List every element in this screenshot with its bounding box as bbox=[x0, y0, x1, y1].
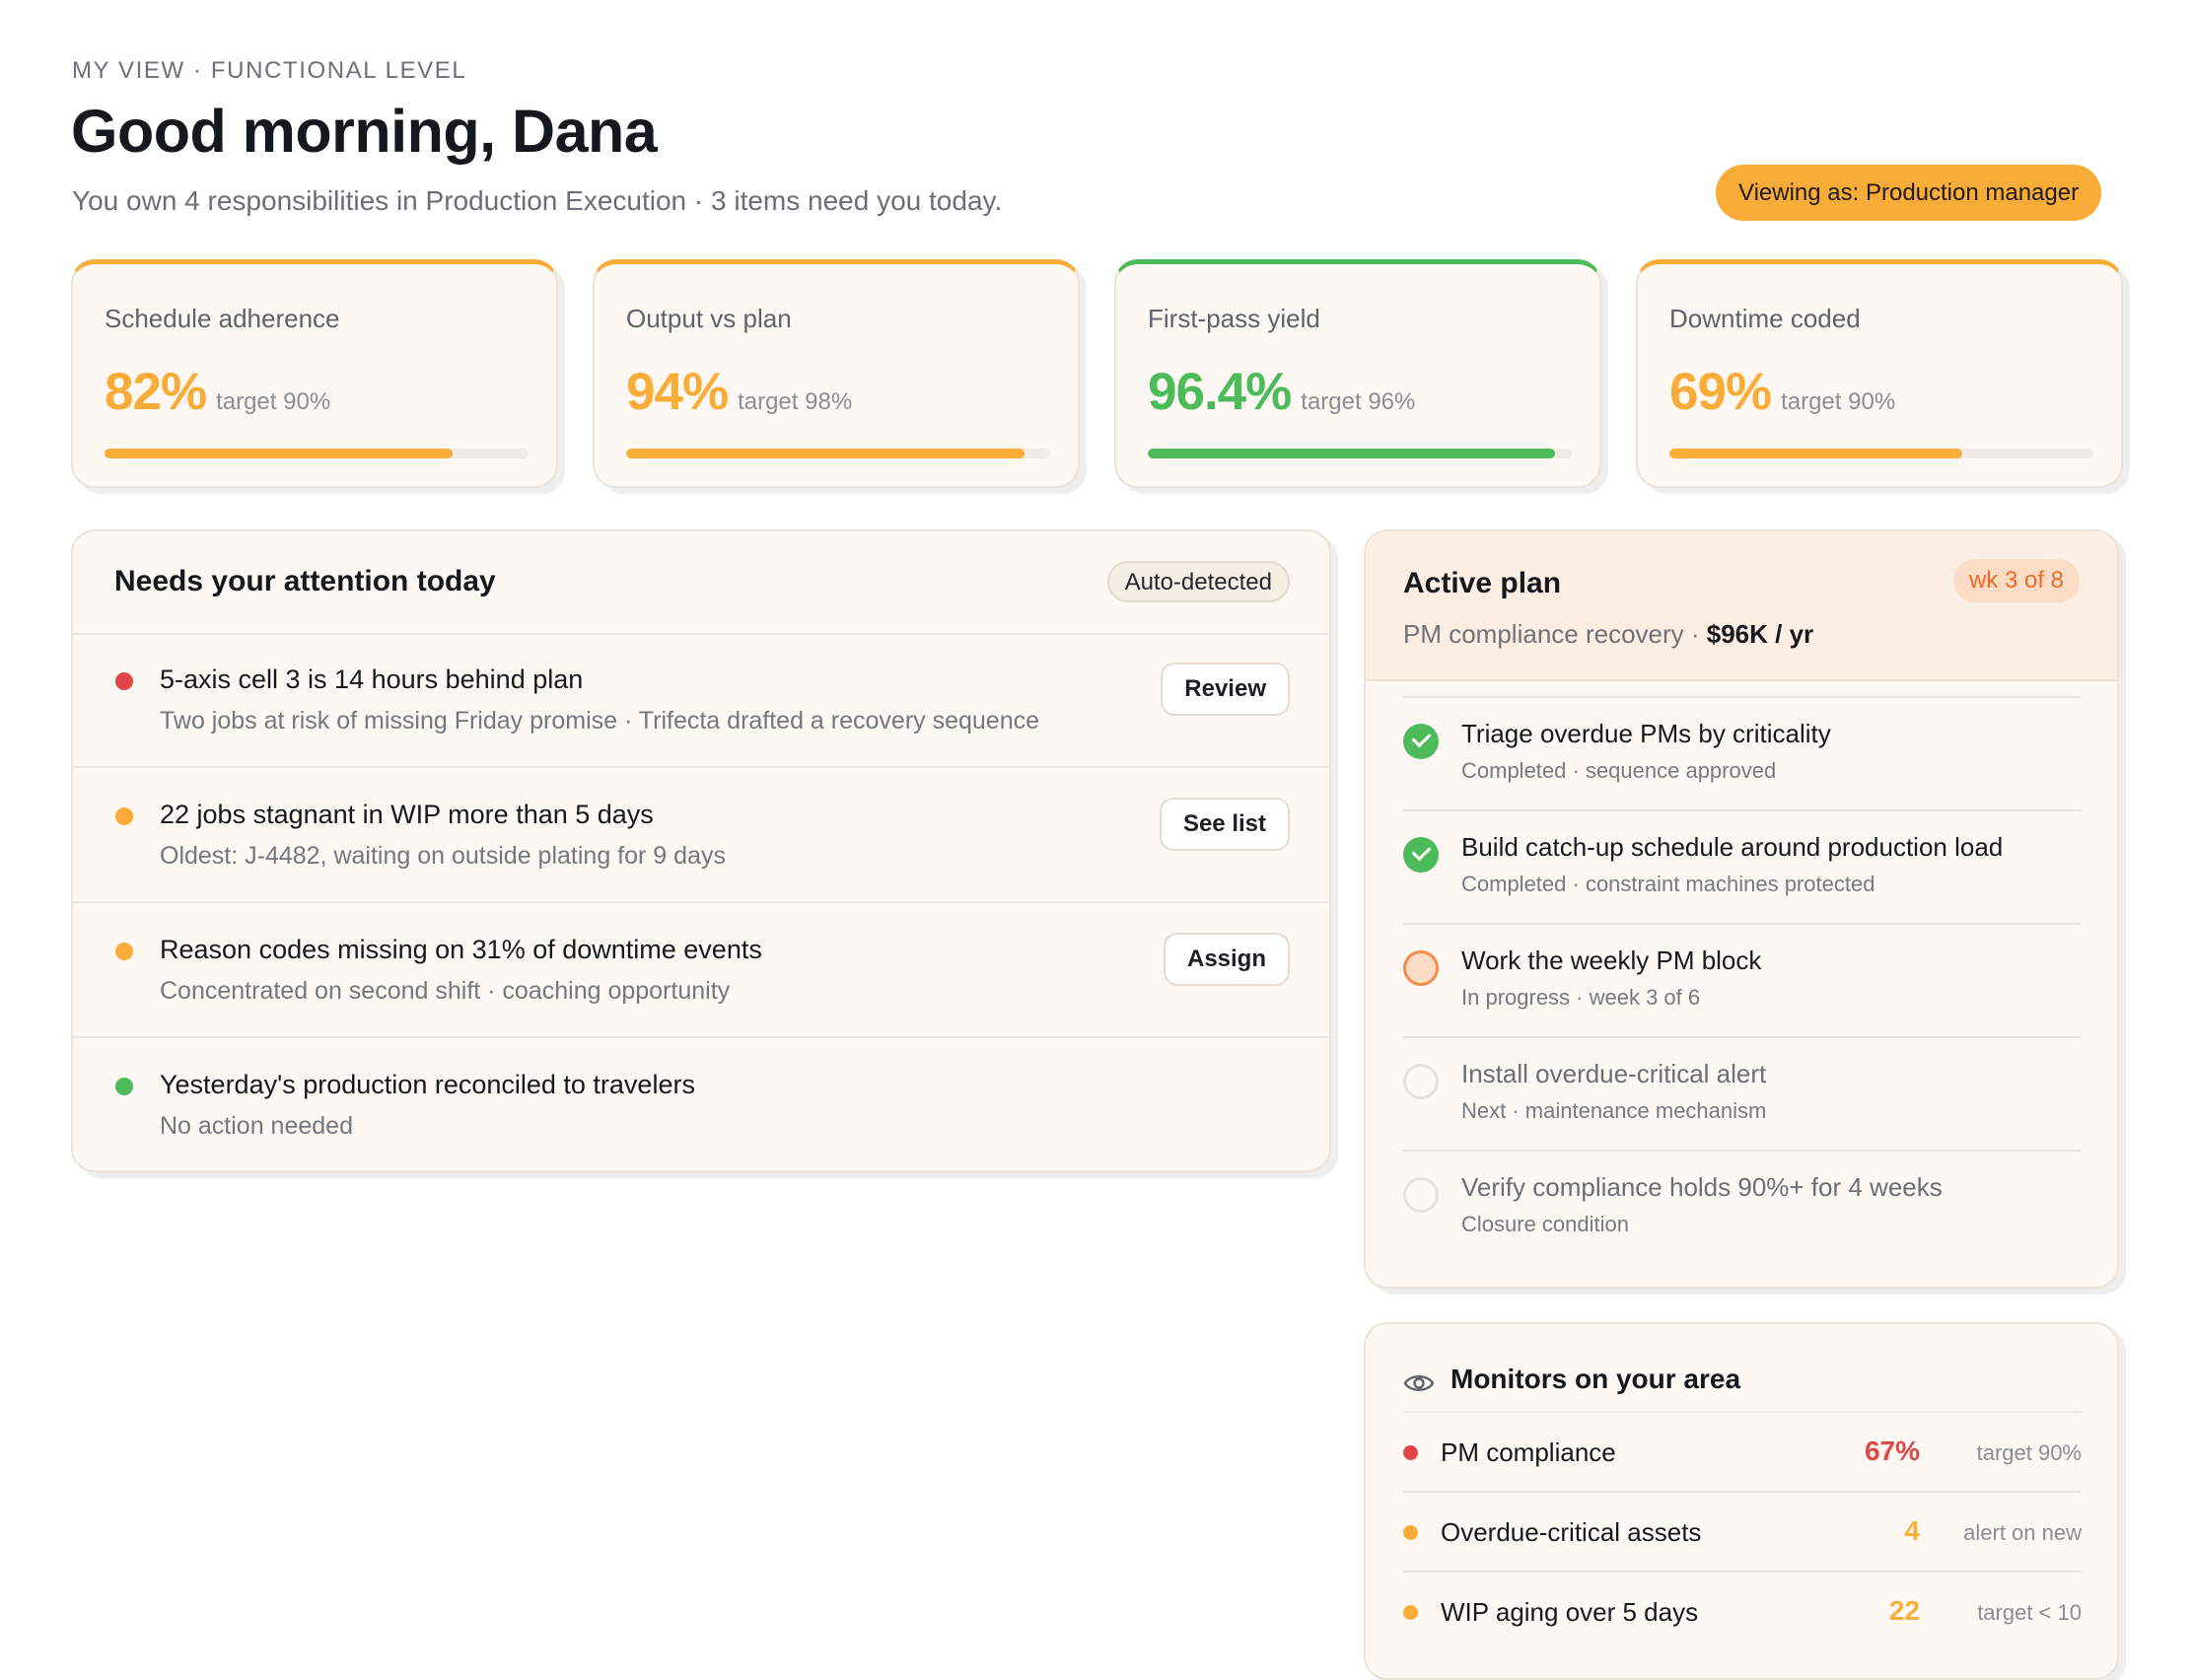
plan-title: Active plan bbox=[1403, 567, 1562, 599]
status-dot bbox=[115, 807, 133, 825]
kpi-label: Downtime coded bbox=[1669, 304, 1861, 333]
attention-item[interactable]: 5-axis cell 3 is 14 hours behind plan Tw… bbox=[73, 633, 1329, 768]
see-list-button[interactable]: See list bbox=[1159, 798, 1290, 851]
status-dot bbox=[115, 943, 133, 960]
plan-value: $96K / yr bbox=[1706, 619, 1814, 649]
attention-title: Needs your attention today bbox=[114, 565, 496, 597]
kpi-value: 69% target 90% bbox=[1669, 363, 1896, 421]
plan-step-title: Triage overdue PMs by criticality bbox=[1461, 719, 1831, 748]
kpi-card-output-vs-plan[interactable]: Output vs plan 94% target 98% bbox=[593, 259, 1080, 488]
attention-item-subtitle: No action needed bbox=[160, 1112, 353, 1140]
attention-item-subtitle: Oldest: J-4482, waiting on outside plati… bbox=[160, 842, 726, 870]
monitors-header: Monitors on your area bbox=[1403, 1364, 2082, 1413]
plan-step[interactable]: Verify compliance holds 90%+ for 4 weeks… bbox=[1403, 1150, 2082, 1263]
kpi-progress-bar bbox=[1669, 449, 2093, 458]
plan-step-subtitle: Completed · constraint machines protecte… bbox=[1461, 872, 1875, 896]
plan-step-title: Build catch-up schedule around productio… bbox=[1461, 832, 2004, 862]
empty-circle-icon bbox=[1403, 1177, 1439, 1213]
review-button[interactable]: Review bbox=[1161, 663, 1290, 716]
attention-panel: Needs your attention today Auto-detected… bbox=[71, 529, 1331, 1172]
kpi-target: target 96% bbox=[1301, 388, 1416, 415]
kpi-progress-bar bbox=[1148, 449, 1572, 458]
page-title: Good morning, Dana bbox=[71, 98, 658, 165]
monitor-target: target < 10 bbox=[1977, 1600, 2082, 1625]
status-dot bbox=[1403, 1605, 1418, 1620]
kpi-target: target 98% bbox=[738, 388, 853, 415]
status-dot bbox=[115, 1078, 133, 1095]
monitor-value: 22 bbox=[1888, 1595, 1920, 1626]
attention-header: Needs your attention today Auto-detected bbox=[73, 531, 1329, 635]
plan-step-subtitle: Next · maintenance mechanism bbox=[1461, 1098, 1767, 1123]
kpi-label: Output vs plan bbox=[626, 304, 792, 333]
monitors-title: Monitors on your area bbox=[1450, 1364, 1741, 1394]
plan-step-subtitle: In progress · week 3 of 6 bbox=[1461, 985, 1701, 1010]
attention-item-subtitle: Concentrated on second shift · coaching … bbox=[160, 977, 731, 1005]
kpi-label: Schedule adherence bbox=[105, 304, 340, 333]
kpi-label: First-pass yield bbox=[1148, 304, 1320, 333]
status-dot bbox=[1403, 1525, 1418, 1540]
eye-icon bbox=[1403, 1375, 1435, 1391]
kpi-target: target 90% bbox=[216, 388, 331, 415]
plan-step[interactable]: Install overdue-critical alert Next · ma… bbox=[1403, 1036, 2082, 1150]
kpi-progress-fill bbox=[1669, 449, 1962, 458]
kpi-value: 82% target 90% bbox=[105, 363, 331, 421]
attention-item-title: Yesterday's production reconciled to tra… bbox=[160, 1070, 695, 1099]
monitors-panel: Monitors on your area PM compliance 67% … bbox=[1364, 1322, 2119, 1680]
plan-step-title: Work the weekly PM block bbox=[1461, 945, 1762, 975]
monitor-row[interactable]: Overdue-critical assets 4 alert on new bbox=[1403, 1491, 2082, 1571]
active-plan-panel: Active plan wk 3 of 8 PM compliance reco… bbox=[1364, 529, 2119, 1289]
status-dot bbox=[115, 672, 133, 690]
kpi-value: 96.4% target 96% bbox=[1148, 363, 1416, 421]
kpi-progress-bar bbox=[626, 449, 1050, 458]
plan-step[interactable]: Build catch-up schedule around productio… bbox=[1403, 809, 2082, 923]
attention-item-title: 5-axis cell 3 is 14 hours behind plan bbox=[160, 665, 584, 694]
plan-step-title: Install overdue-critical alert bbox=[1461, 1059, 1767, 1088]
monitor-name: Overdue-critical assets bbox=[1441, 1517, 1702, 1547]
view-level-eyebrow: MY VIEW · FUNCTIONAL LEVEL bbox=[72, 57, 467, 84]
attention-item[interactable]: 22 jobs stagnant in WIP more than 5 days… bbox=[73, 768, 1329, 903]
monitor-name: PM compliance bbox=[1441, 1437, 1616, 1467]
attention-item-title: Reason codes missing on 31% of downtime … bbox=[160, 935, 762, 964]
kpi-card-downtime-coded[interactable]: Downtime coded 69% target 90% bbox=[1636, 259, 2123, 488]
monitor-target: alert on new bbox=[1963, 1520, 2082, 1545]
kpi-progress-bar bbox=[105, 449, 529, 458]
monitor-value: 4 bbox=[1904, 1515, 1920, 1546]
kpi-progress-fill bbox=[626, 449, 1026, 458]
kpi-row: Schedule adherence 82% target 90% Output … bbox=[71, 259, 2123, 491]
status-dot bbox=[1403, 1445, 1418, 1460]
empty-circle-icon bbox=[1403, 1064, 1439, 1099]
plan-step[interactable]: Work the weekly PM block In progress · w… bbox=[1403, 923, 2082, 1036]
attention-item-title: 22 jobs stagnant in WIP more than 5 days bbox=[160, 800, 654, 829]
monitor-name: WIP aging over 5 days bbox=[1441, 1597, 1699, 1627]
monitor-value: 67% bbox=[1864, 1435, 1920, 1466]
check-circle-icon bbox=[1403, 837, 1439, 873]
kpi-card-schedule-adherence[interactable]: Schedule adherence 82% target 90% bbox=[71, 259, 558, 488]
monitor-target: target 90% bbox=[1976, 1440, 2082, 1465]
attention-item[interactable]: Yesterday's production reconciled to tra… bbox=[73, 1038, 1329, 1170]
plan-step[interactable]: Triage overdue PMs by criticality Comple… bbox=[1403, 696, 2082, 809]
plan-step-subtitle: Closure condition bbox=[1461, 1212, 1629, 1236]
kpi-card-first-pass-yield[interactable]: First-pass yield 96.4% target 96% bbox=[1114, 259, 1601, 488]
check-circle-icon bbox=[1403, 724, 1439, 759]
assign-button[interactable]: Assign bbox=[1163, 933, 1290, 986]
auto-detected-badge: Auto-detected bbox=[1106, 561, 1290, 602]
attention-item-subtitle: Two jobs at risk of missing Friday promi… bbox=[160, 707, 1040, 735]
kpi-progress-fill bbox=[1148, 449, 1555, 458]
viewing-as-role-button[interactable]: Viewing as: Production manager bbox=[1716, 165, 2102, 221]
monitor-row[interactable]: PM compliance 67% target 90% bbox=[1403, 1411, 2082, 1491]
kpi-target: target 90% bbox=[1781, 388, 1896, 415]
monitor-row[interactable]: WIP aging over 5 days 22 target < 10 bbox=[1403, 1571, 2082, 1650]
plan-step-title: Verify compliance holds 90%+ for 4 weeks bbox=[1461, 1172, 1943, 1202]
plan-step-subtitle: Completed · sequence approved bbox=[1461, 758, 1777, 783]
page-subtitle: You own 4 responsibilities in Production… bbox=[72, 185, 1003, 216]
kpi-progress-fill bbox=[105, 449, 453, 458]
plan-header: Active plan wk 3 of 8 PM compliance reco… bbox=[1366, 531, 2117, 681]
in-progress-circle-icon bbox=[1403, 950, 1439, 986]
kpi-value: 94% target 98% bbox=[626, 363, 853, 421]
attention-item[interactable]: Reason codes missing on 31% of downtime … bbox=[73, 903, 1329, 1038]
plan-subtitle: PM compliance recovery · $96K / yr bbox=[1403, 619, 1814, 649]
plan-week-badge: wk 3 of 8 bbox=[1952, 559, 2080, 602]
